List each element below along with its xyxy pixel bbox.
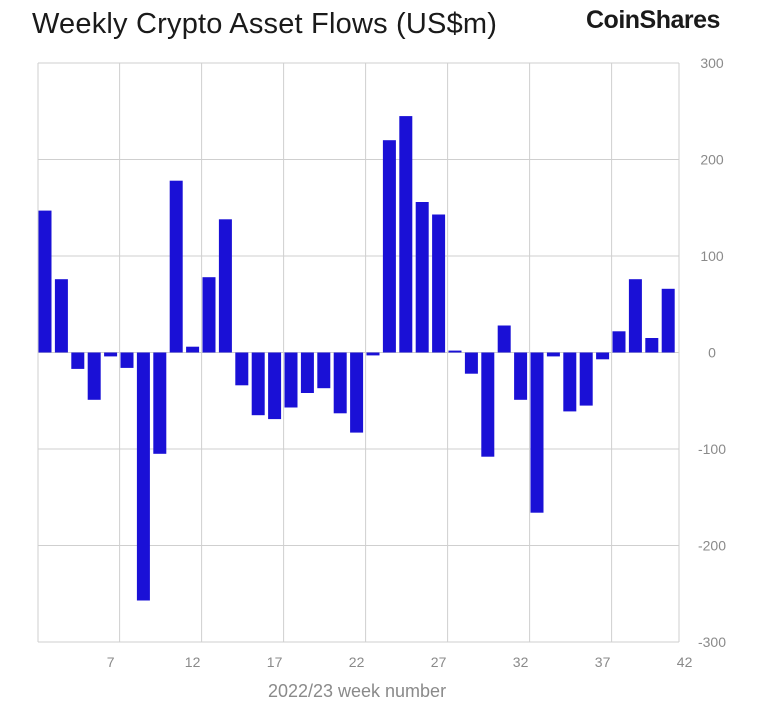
bar-week-6	[87, 352, 101, 400]
bar-week-27	[432, 214, 446, 353]
y-tick-label: 300	[700, 55, 724, 71]
chart-title: Weekly Crypto Asset Flows (US$m)	[32, 8, 498, 40]
bar-series	[38, 116, 675, 601]
bar-week-5	[71, 352, 85, 369]
y-tick-label: 0	[708, 345, 716, 361]
bar-week-10	[153, 352, 167, 454]
bar-week-12	[186, 346, 200, 353]
bar-week-23	[366, 352, 380, 356]
x-tick-label: 17	[267, 654, 283, 670]
y-tick-label: -100	[698, 441, 726, 457]
bar-week-16	[251, 352, 265, 416]
x-axis-tick-labels: 7 12 17 22 27 32 37 42	[107, 654, 693, 670]
bar-week-30	[481, 352, 495, 457]
y-tick-label: 100	[700, 248, 724, 264]
bar-week-26	[415, 202, 429, 353]
bar-week-41	[661, 288, 675, 353]
bar-week-9	[136, 352, 150, 601]
bar-week-17	[268, 352, 282, 420]
bar-week-34	[546, 352, 560, 357]
x-tick-label: 37	[595, 654, 611, 670]
bar-week-32	[514, 352, 528, 400]
y-tick-label: 200	[700, 152, 724, 168]
y-tick-label: -200	[698, 538, 726, 554]
bar-week-18	[284, 352, 298, 408]
bar-week-25	[399, 116, 413, 353]
x-tick-label: 32	[513, 654, 529, 670]
bar-week-28	[448, 350, 462, 353]
x-tick-label: 42	[677, 654, 693, 670]
bar-week-40	[645, 338, 659, 353]
bar-week-21	[333, 352, 347, 414]
bar-week-14	[218, 219, 232, 353]
bar-week-3	[38, 210, 52, 353]
bar-week-20	[317, 352, 331, 389]
bar-week-37	[596, 352, 610, 360]
bar-week-7	[104, 352, 118, 357]
bar-week-33	[530, 352, 544, 513]
bar-week-29	[464, 352, 478, 374]
x-tick-label: 7	[107, 654, 115, 670]
bar-week-22	[350, 352, 364, 433]
y-tick-label: -300	[698, 634, 726, 650]
x-tick-label: 22	[349, 654, 365, 670]
bar-week-24	[382, 140, 396, 353]
bar-week-4	[54, 279, 68, 353]
bar-week-19	[300, 352, 314, 393]
bar-week-39	[628, 279, 642, 353]
bar-week-11	[169, 180, 183, 353]
bar-week-13	[202, 277, 216, 353]
x-tick-label: 12	[185, 654, 201, 670]
bar-week-35	[563, 352, 577, 412]
x-tick-label: 27	[431, 654, 447, 670]
x-axis-label: 2022/23 week number	[268, 681, 446, 701]
bar-week-31	[497, 325, 511, 353]
coinshares-logo: CoinShares	[586, 6, 720, 34]
bar-week-36	[579, 352, 593, 406]
bar-week-15	[235, 352, 249, 386]
vertical-gridlines	[37, 63, 680, 642]
y-axis-tick-labels: 300 200 100 0 -100 -200 -300	[698, 55, 726, 650]
bar-week-38	[612, 331, 626, 353]
bar-week-8	[120, 352, 134, 368]
